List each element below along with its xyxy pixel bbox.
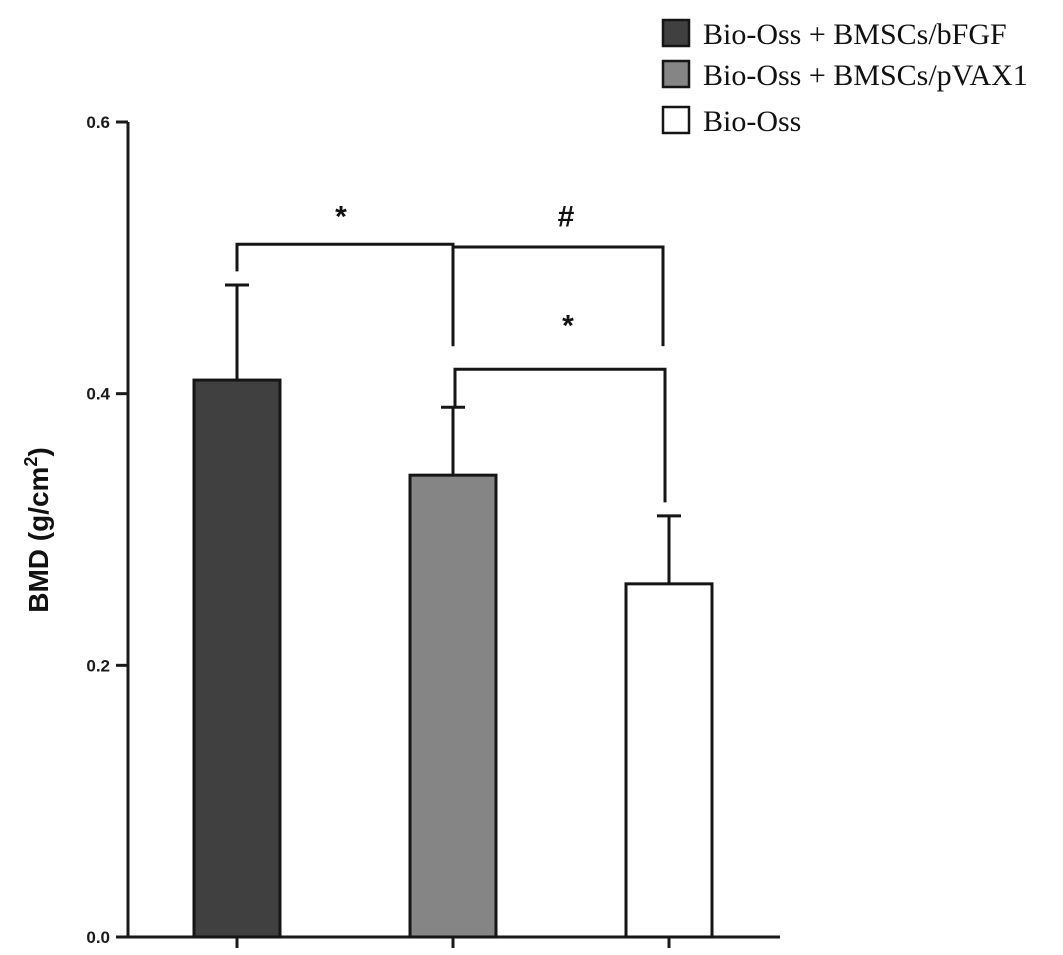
y-tick-label: 0.4 [86,385,110,404]
significance-bracket-3 [453,367,667,503]
legend-label-2: Bio-Oss + BMSCs/pVAX1 [703,59,1028,92]
legend-swatch-2 [661,59,691,89]
y-axis-label-main: BMD (g/cm [23,467,54,613]
bar-3 [624,582,714,939]
y-axis-label-close: ) [23,447,54,456]
significance-symbol-3: * [562,309,574,342]
y-tick-label: 0.2 [86,656,110,675]
significance-bracket-1 [235,242,455,347]
legend-swatch-3 [661,105,691,135]
legend-label-3: Bio-Oss [703,105,801,138]
significance-brackets: * # * [235,201,667,503]
error-bars [225,283,681,584]
y-axis-label-superscript: 2 [21,457,41,467]
y-ticks: 0.0 0.2 0.4 0.6 [86,113,128,947]
legend-swatch-1 [661,18,691,48]
legend: Bio-Oss + BMSCs/bFGF Bio-Oss + BMSCs/pVAX… [661,18,1028,138]
significance-symbol-1: * [335,201,347,234]
y-tick-label: 0.6 [86,113,110,132]
y-tick-label: 0.0 [86,928,110,947]
bar-2 [408,473,498,939]
significance-bracket-2 [451,245,665,347]
legend-label-1: Bio-Oss + BMSCs/bFGF [703,18,1007,51]
y-axis-label: BMD (g/cm2) [21,447,54,613]
bar-1 [192,378,282,939]
bars [192,378,714,939]
significance-symbol-2: # [558,201,575,234]
x-ticks [235,937,671,948]
